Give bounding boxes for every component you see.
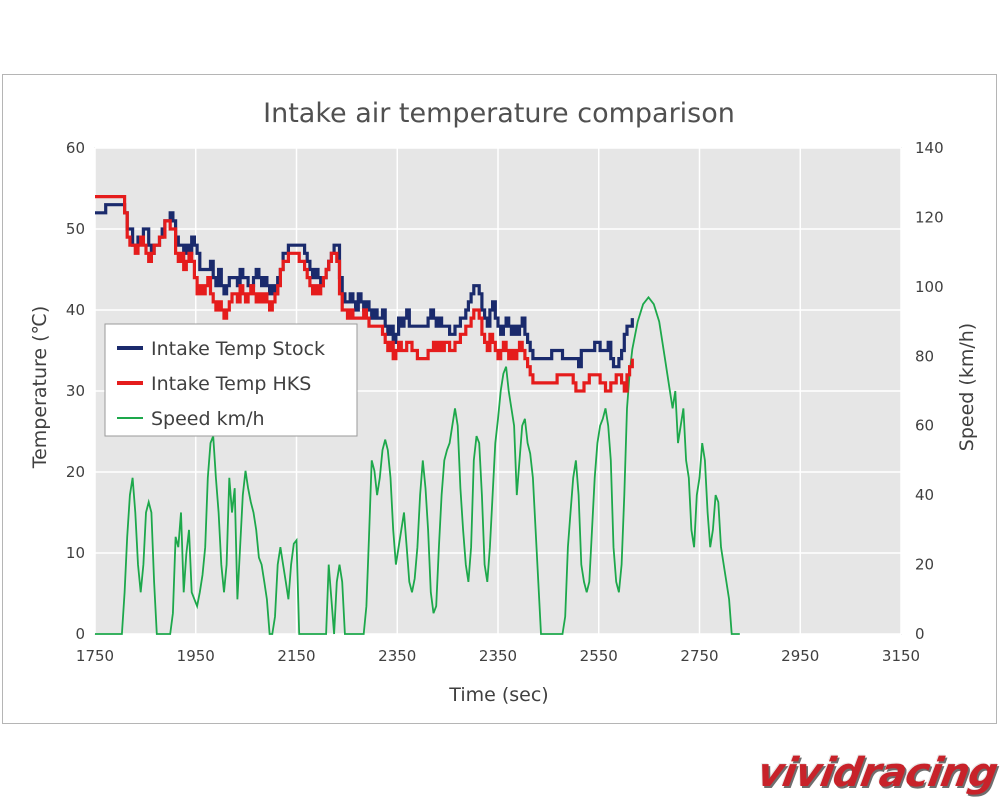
- x-axis-title: Time (sec): [448, 684, 548, 706]
- y-axis-title: Temperature (℃): [29, 306, 51, 470]
- y-tick-label: 50: [66, 220, 85, 238]
- legend-label-hks: Intake Temp HKS: [151, 373, 311, 395]
- legend-label-stock: Intake Temp Stock: [151, 338, 325, 360]
- x-tick-label: 2150: [277, 647, 315, 665]
- chart-title: Intake air temperature comparison: [263, 98, 735, 129]
- y-tick-label: 60: [66, 139, 85, 157]
- legend: Intake Temp Stock Intake Temp HKS Speed …: [104, 323, 358, 437]
- series-layer: [95, 195, 740, 635]
- x-tick-label: 2350: [479, 647, 517, 665]
- y2-tick-label: 0: [915, 625, 925, 643]
- y-tick-label: 30: [66, 382, 85, 400]
- x-tick-label: 2750: [680, 647, 718, 665]
- y-tick-label: 0: [75, 625, 85, 643]
- y-tick-label: 20: [66, 463, 85, 481]
- legend-box: [104, 323, 358, 437]
- y2-tick-label: 60: [915, 417, 934, 435]
- x-tick-label: 3150: [882, 647, 920, 665]
- y-tick-label: 40: [66, 301, 85, 319]
- chart-svg: Intake air temperature comparison 0 10 20 3…: [29, 98, 978, 706]
- y2-axis-title: Speed (km/h): [956, 323, 978, 451]
- y2-tick-label: 40: [915, 486, 934, 504]
- x-tick-label: 1750: [76, 647, 114, 665]
- legend-label-speed: Speed km/h: [151, 408, 265, 430]
- y2-tick-label: 100: [915, 278, 944, 296]
- y-axis-ticks: 0 10 20 30 40 50 60: [66, 139, 85, 643]
- x-tick-label: 1950: [177, 647, 215, 665]
- chart-frame: Intake air temperature comparison 0 10 20 3…: [2, 74, 997, 724]
- series-line-stock: [95, 203, 634, 369]
- y2-tick-label: 140: [915, 139, 944, 157]
- series-line-speed: [95, 295, 740, 635]
- y-tick-label: 10: [66, 544, 85, 562]
- x-axis-ticks: 1750 1950 2150 2350 2350 2550 2750 2950 3150: [76, 647, 920, 665]
- watermark-logo: vividracing: [753, 750, 1000, 796]
- y2-axis-ticks: 0 20 40 60 80 100 120 140: [915, 139, 944, 643]
- y2-tick-label: 120: [915, 208, 944, 226]
- y2-tick-label: 80: [915, 347, 934, 365]
- series-line-hks: [95, 195, 634, 393]
- x-tick-label: 2550: [580, 647, 618, 665]
- y2-tick-label: 20: [915, 556, 934, 574]
- x-tick-label: 2350: [378, 647, 416, 665]
- x-tick-label: 2950: [781, 647, 819, 665]
